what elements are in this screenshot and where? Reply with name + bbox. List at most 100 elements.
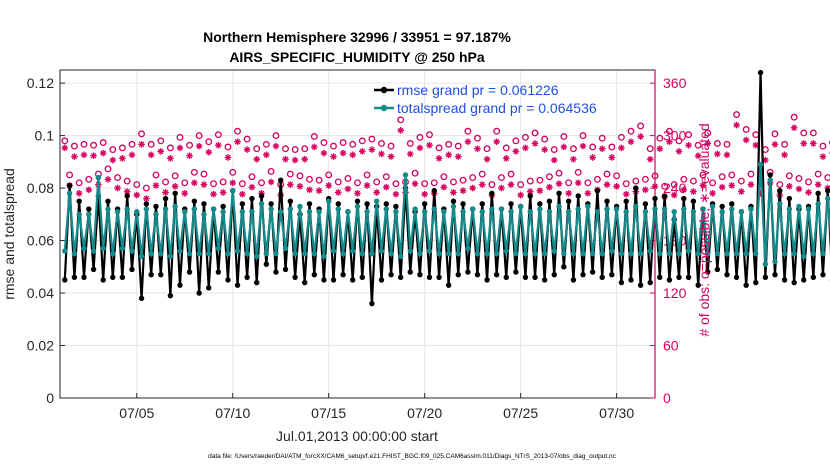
obs-evaluated-point xyxy=(550,156,558,164)
obs-evaluated-point xyxy=(646,155,654,163)
totalspread-point xyxy=(671,208,677,215)
totalspread-point xyxy=(421,208,428,215)
obs-evaluated-point xyxy=(143,195,150,202)
totalspread-point xyxy=(302,250,308,257)
obs-evaluated-point xyxy=(555,180,563,188)
totalspread-point xyxy=(354,203,361,210)
rmse-point xyxy=(575,193,581,199)
obs-possible-point xyxy=(737,177,745,185)
rmse-point xyxy=(172,190,178,197)
totalspread-point xyxy=(402,172,409,178)
rmse-point xyxy=(681,195,687,202)
obs-evaluated-point xyxy=(325,182,333,189)
rmse-point xyxy=(623,198,629,204)
obs-evaluated-point xyxy=(358,148,366,155)
obs-evaluated-point xyxy=(546,183,553,191)
rmse-point xyxy=(268,201,274,207)
x-axis: 07/05 07/10 07/15 07/20 07/25 07/30 xyxy=(119,393,634,421)
totalspread-point xyxy=(743,250,749,257)
totalspread-point xyxy=(613,206,620,212)
rmse-point xyxy=(234,282,241,288)
obs-possible-point xyxy=(224,143,232,151)
obs-evaluated-point xyxy=(349,151,357,159)
obs-possible-point xyxy=(267,168,275,175)
obs-evaluated-point xyxy=(522,144,529,152)
rmse-point xyxy=(105,198,111,204)
obs-evaluated-point xyxy=(733,121,740,129)
totalspread-point xyxy=(297,203,303,210)
rmse-point xyxy=(493,271,500,278)
totalspread-point xyxy=(273,250,279,257)
obs-possible-point xyxy=(411,169,419,177)
rmse-point xyxy=(460,201,466,207)
rmse-point xyxy=(532,274,538,280)
obs-possible-point xyxy=(334,178,342,186)
obs-evaluated-point xyxy=(728,182,736,189)
totalspread-point xyxy=(397,253,404,260)
obs-evaluated-point xyxy=(152,182,160,189)
obs-evaluated-point xyxy=(200,181,208,188)
obs-evaluated-point xyxy=(80,151,88,159)
rmse-point xyxy=(772,271,778,278)
rmse-point xyxy=(321,277,327,283)
obs-evaluated-point xyxy=(291,156,299,164)
totalspread-point xyxy=(474,250,481,257)
obs-evaluated-point xyxy=(618,144,625,152)
obs-evaluated-point xyxy=(186,152,193,160)
totalspread-point xyxy=(330,248,337,254)
obs-possible-series xyxy=(61,111,830,192)
totalspread-point xyxy=(767,177,773,183)
totalspread-point xyxy=(268,206,274,212)
obs-possible-point xyxy=(781,140,789,148)
rmse-point xyxy=(522,274,529,280)
obs-possible-point xyxy=(704,129,712,137)
rmse-point xyxy=(201,201,207,207)
obs-possible-point xyxy=(426,131,433,139)
x-tick-label: 07/20 xyxy=(407,405,442,421)
rmse-point xyxy=(306,201,313,207)
rmse-point xyxy=(594,188,601,194)
totalspread-point xyxy=(522,250,529,257)
obs-possible-point xyxy=(109,146,117,154)
rmse-point xyxy=(695,282,701,288)
obs-possible-point xyxy=(296,172,304,180)
obs-evaluated-point xyxy=(786,183,793,190)
rmse-point xyxy=(100,277,106,283)
rmse-point xyxy=(86,206,92,212)
totalspread-point xyxy=(220,208,226,215)
obs-possible-point xyxy=(325,171,333,179)
totalspread-point xyxy=(796,203,802,210)
y-axis-left: 0 0.02 0.04 0.06 0.08 0.1 0.12 xyxy=(27,75,65,406)
rmse-point xyxy=(153,203,159,210)
totalspread-point xyxy=(114,208,121,215)
rmse-point xyxy=(340,271,346,278)
totalspread-point xyxy=(815,201,821,207)
obs-possible-point xyxy=(195,132,203,140)
totalspread-point xyxy=(652,206,658,212)
obs-evaluated-point xyxy=(162,189,169,196)
obs-evaluated-point xyxy=(411,180,419,188)
obs-evaluated-point xyxy=(450,189,457,196)
totalspread-point xyxy=(110,250,116,257)
y-right-tick-label: 60 xyxy=(663,338,679,354)
rmse-point xyxy=(642,201,649,207)
obs-possible-point xyxy=(392,180,400,188)
y-left-tick-label: 0.08 xyxy=(27,180,54,196)
obs-possible-point xyxy=(416,133,424,141)
x-tick-label: 07/30 xyxy=(599,405,634,421)
rmse-point xyxy=(138,295,145,301)
obs-possible-point xyxy=(622,180,630,188)
obs-possible-point xyxy=(752,131,760,139)
obs-evaluated-point xyxy=(723,151,731,159)
totalspread-point xyxy=(76,211,82,218)
obs-possible-point xyxy=(541,135,549,143)
obs-possible-point xyxy=(536,176,544,184)
totalspread-point xyxy=(642,208,649,215)
obs-evaluated-point xyxy=(382,183,390,191)
rmse-point xyxy=(76,198,82,204)
totalspread-point xyxy=(633,203,639,210)
obs-possible-point xyxy=(219,178,227,186)
rmse-point xyxy=(479,201,485,207)
obs-possible-point xyxy=(675,137,683,145)
obs-possible-point xyxy=(598,134,606,142)
